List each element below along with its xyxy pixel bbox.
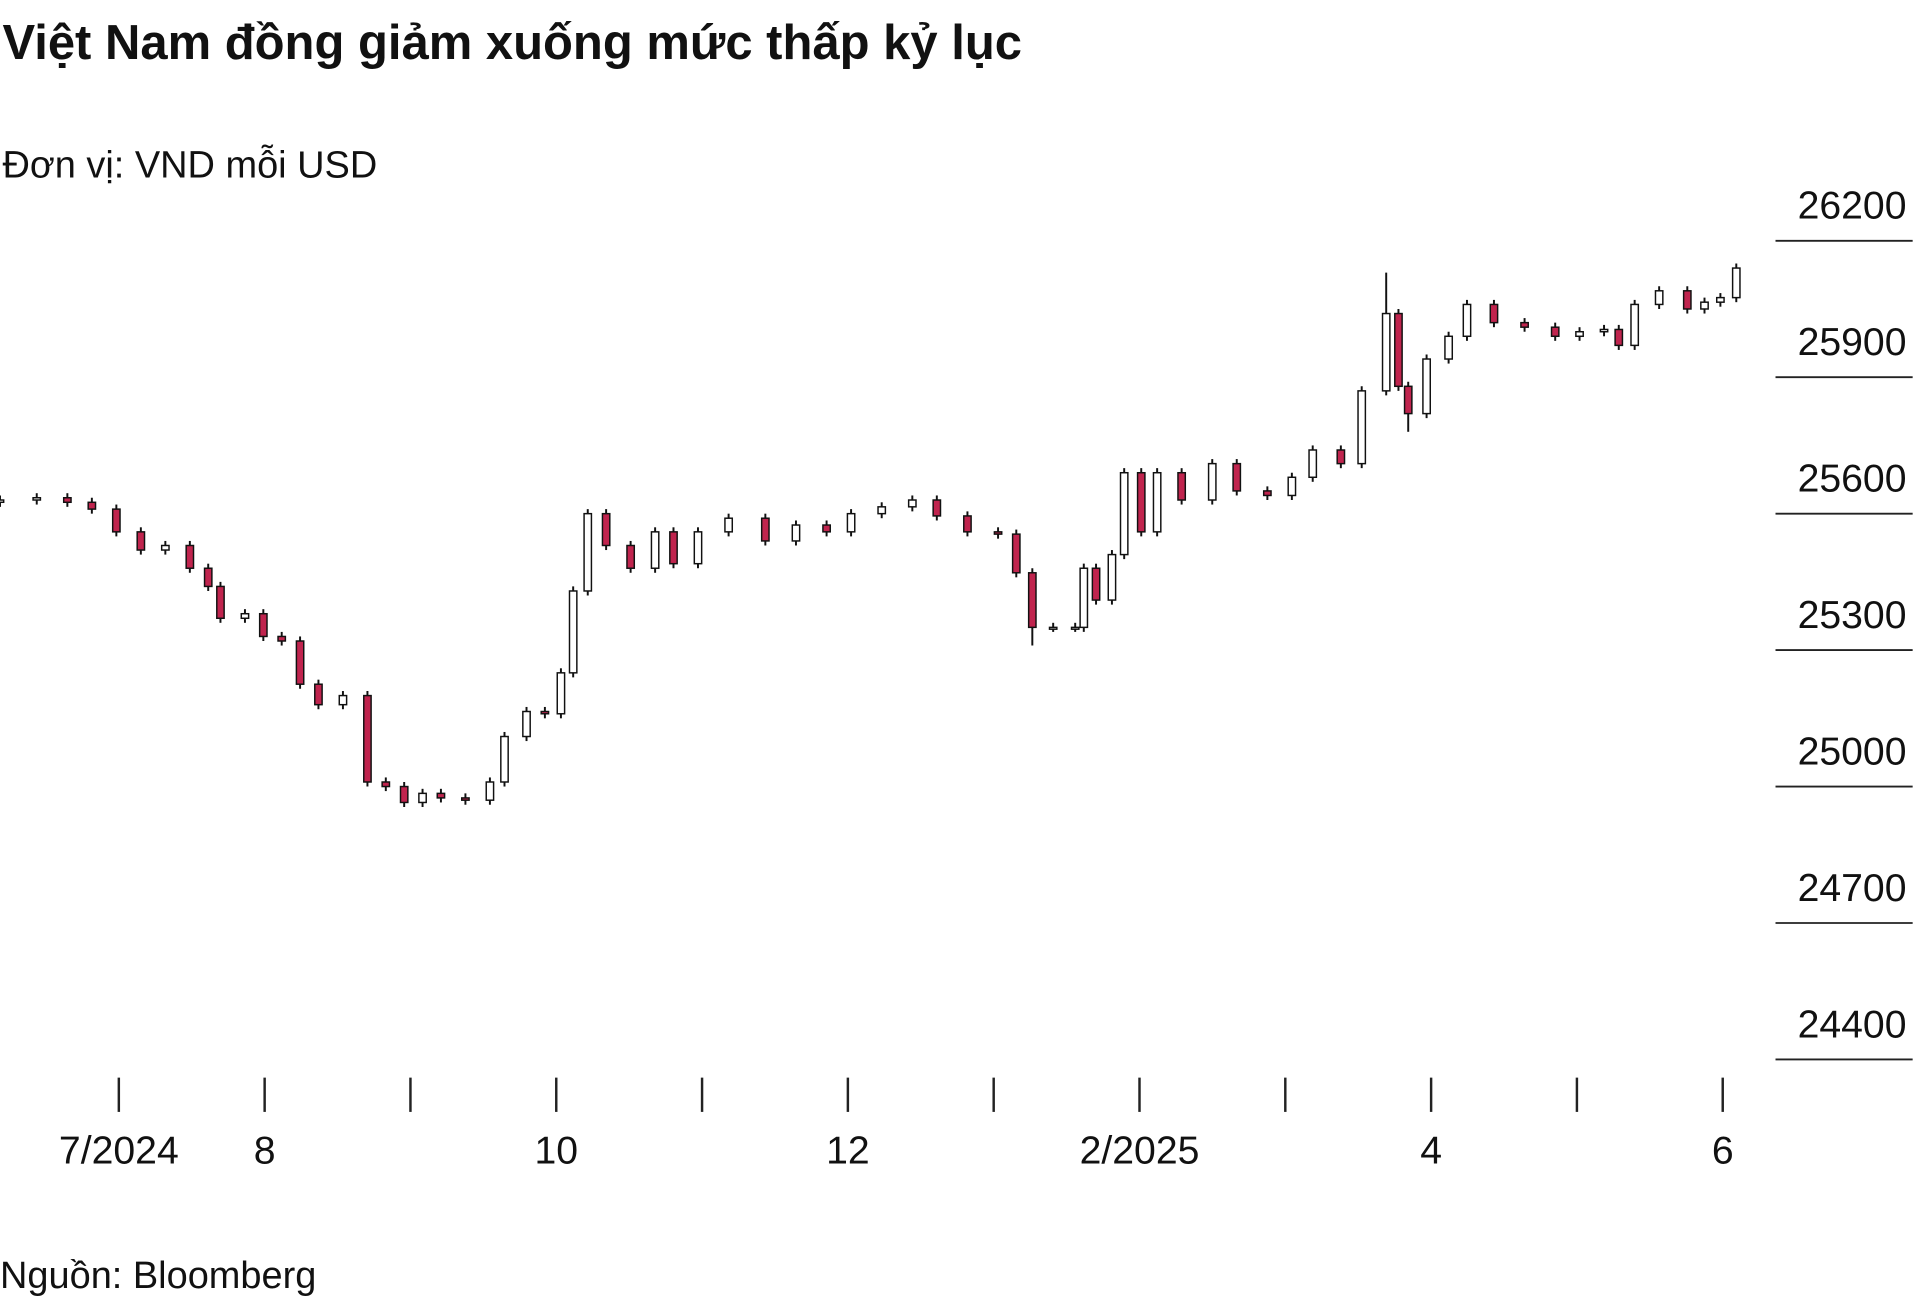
chart-title: Việt Nam đồng giảm xuống mức thấp kỷ lục xyxy=(2,16,1022,70)
x-tick-label: 12 xyxy=(826,1129,870,1172)
candle-body xyxy=(1336,449,1346,465)
x-tick-label: 2/2025 xyxy=(1080,1129,1200,1172)
candle-body xyxy=(724,517,734,533)
candle-body xyxy=(277,635,287,642)
candle-body xyxy=(418,792,427,804)
candle-body xyxy=(1107,553,1117,601)
candle-body xyxy=(1152,471,1162,533)
candle-body xyxy=(314,683,323,706)
candle-body xyxy=(1700,301,1709,310)
candle-body xyxy=(760,517,770,542)
candle-body xyxy=(522,710,531,738)
candle-body xyxy=(1731,267,1741,299)
candle-body xyxy=(1489,303,1499,324)
candle-body xyxy=(295,640,305,685)
candle-body xyxy=(650,531,660,569)
candle-body xyxy=(1394,312,1403,388)
candle-body xyxy=(136,531,146,551)
y-tick-label: 24400 xyxy=(1798,1003,1907,1046)
candle-body xyxy=(626,544,636,569)
candle-body xyxy=(1091,567,1101,601)
y-tick-label: 25000 xyxy=(1798,731,1907,774)
candle-body xyxy=(461,797,470,801)
candle-body xyxy=(1654,290,1664,306)
candle-body xyxy=(1520,321,1529,328)
source: Nguồn: Bloomberg xyxy=(0,1255,316,1297)
candle-body xyxy=(32,497,42,501)
candle-body xyxy=(1403,385,1413,415)
candle-body xyxy=(1444,335,1454,360)
candle-body xyxy=(1630,303,1640,347)
candle-body xyxy=(1207,462,1217,501)
candle-body xyxy=(822,524,831,533)
y-tick-label: 26200 xyxy=(1798,185,1907,228)
candle-body xyxy=(1232,462,1242,492)
candle-body xyxy=(1177,471,1187,501)
candle-body xyxy=(160,544,170,551)
candle-body xyxy=(1011,533,1021,574)
candle-body xyxy=(62,497,72,504)
candle-body xyxy=(846,512,856,533)
candle-body xyxy=(1027,572,1037,629)
candle-body xyxy=(399,785,409,804)
candle-body xyxy=(1136,471,1146,533)
x-tick-label: 7/2024 xyxy=(59,1129,179,1172)
candle-body xyxy=(1262,490,1272,497)
candle-body xyxy=(1070,626,1080,630)
candle-body xyxy=(568,590,578,674)
candle-body xyxy=(556,672,566,715)
candle-body xyxy=(485,781,495,801)
candle-body xyxy=(932,499,942,517)
candle-body xyxy=(601,512,611,547)
candle-body xyxy=(963,515,972,533)
candle-body xyxy=(1357,390,1367,465)
y-tick-label: 24700 xyxy=(1798,867,1907,910)
candle-body xyxy=(583,512,593,592)
candle-body xyxy=(240,612,250,619)
candle-body xyxy=(993,531,1003,535)
candle-body xyxy=(1682,290,1692,310)
candle-body xyxy=(1308,449,1318,479)
candle-body xyxy=(877,506,887,515)
candle-body xyxy=(500,735,509,783)
candle-body xyxy=(1381,312,1391,392)
candle-body xyxy=(1550,326,1560,338)
y-tick-label: 25900 xyxy=(1798,321,1907,364)
candle-body xyxy=(1614,328,1624,347)
candle-body xyxy=(1119,471,1129,556)
candle-body xyxy=(0,499,5,504)
candle-body xyxy=(693,531,703,565)
candle-body xyxy=(381,781,391,788)
candle-body xyxy=(203,567,213,588)
candle-body xyxy=(1715,296,1725,303)
x-tick-label: 8 xyxy=(254,1129,276,1172)
candle-body xyxy=(1462,303,1472,338)
candle-body xyxy=(111,508,121,533)
candle-body xyxy=(1422,358,1431,415)
candle-body xyxy=(216,585,225,619)
candle-body xyxy=(540,710,550,715)
candle-body xyxy=(1048,626,1058,630)
candle-body xyxy=(1599,328,1609,333)
candle-body xyxy=(669,531,678,565)
x-tick-label: 10 xyxy=(534,1129,578,1172)
candle-body xyxy=(185,544,195,569)
candle-body xyxy=(87,501,97,510)
candle-body xyxy=(907,499,917,508)
y-tick-label: 25300 xyxy=(1798,594,1907,637)
chart-subtitle: Đơn vị: VND mỗi USD xyxy=(2,144,377,187)
x-tick-label: 4 xyxy=(1420,1129,1442,1172)
candle-body xyxy=(338,694,348,706)
candle-body xyxy=(1287,476,1297,497)
candle-body xyxy=(363,694,372,783)
candle-body xyxy=(258,612,268,638)
x-tick-label: 6 xyxy=(1712,1129,1734,1172)
candle-body xyxy=(1079,567,1089,629)
candle-body xyxy=(1575,330,1584,338)
candle-body xyxy=(791,524,801,542)
y-tick-label: 25600 xyxy=(1798,458,1907,501)
candle-body xyxy=(436,792,446,799)
